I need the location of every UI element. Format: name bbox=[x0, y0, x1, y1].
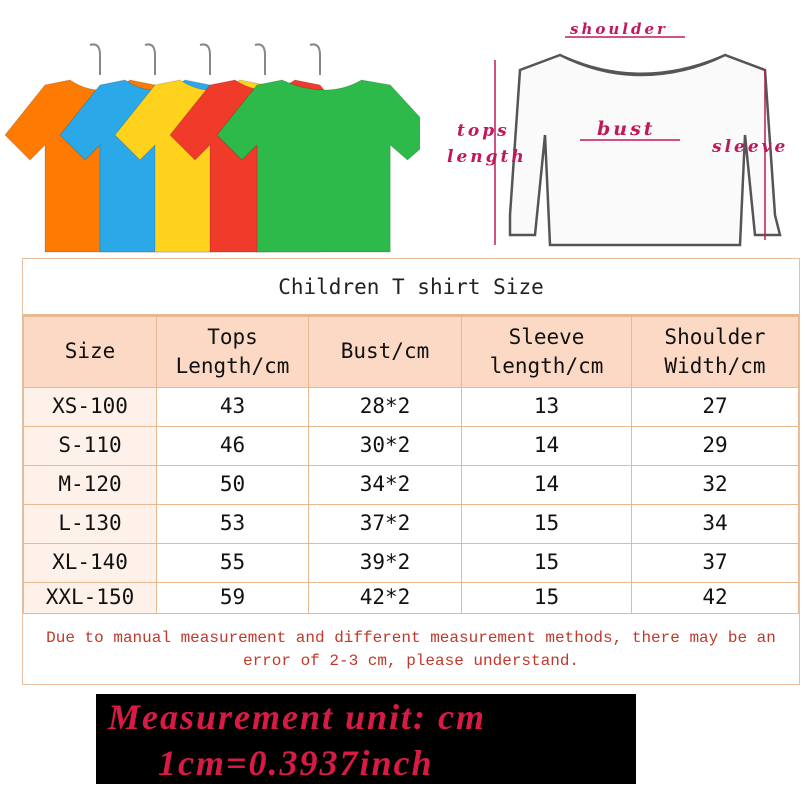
size-cell: XS-100 bbox=[23, 387, 157, 427]
value-cell: 59 bbox=[156, 582, 309, 614]
header-row: Size Tops Length/cm Bust/cm Sleeve length/cm S… bbox=[23, 316, 799, 388]
value-cell: 53 bbox=[156, 504, 309, 544]
table-row: XS-100 43 28*2 13 27 bbox=[23, 387, 799, 427]
column-header: Sleeve length/cm bbox=[461, 316, 632, 388]
value-cell: 30*2 bbox=[308, 426, 462, 466]
label-tops: tops bbox=[457, 121, 510, 141]
table-row: L-130 53 37*2 15 34 bbox=[23, 504, 799, 544]
label-bust: bust bbox=[597, 118, 656, 140]
value-cell: 29 bbox=[631, 426, 799, 466]
value-cell: 39*2 bbox=[308, 543, 462, 583]
column-header: Size bbox=[23, 316, 157, 388]
value-cell: 43 bbox=[156, 387, 309, 427]
size-chart-title: Children T shirt Size bbox=[23, 259, 799, 316]
size-cell: XXL-150 bbox=[23, 582, 157, 614]
column-header-line: Sleeve bbox=[508, 324, 585, 349]
value-cell: 27 bbox=[631, 387, 799, 427]
value-cell: 37*2 bbox=[308, 504, 462, 544]
size-cell: M-120 bbox=[23, 465, 157, 505]
value-cell: 55 bbox=[156, 543, 309, 583]
value-cell: 15 bbox=[461, 504, 632, 544]
tshirt bbox=[216, 43, 420, 253]
value-cell: 14 bbox=[461, 426, 632, 466]
table-row: XL-140 55 39*2 15 37 bbox=[23, 543, 799, 583]
label-shoulder: shoulder bbox=[570, 20, 668, 38]
column-header-line: length/cm bbox=[489, 354, 604, 378]
column-header-line: Length/cm bbox=[175, 354, 290, 378]
column-header-line: Width/cm bbox=[664, 354, 766, 378]
unit-line-1: Measurement unit: cm bbox=[108, 697, 487, 737]
table-row: M-120 50 34*2 14 32 bbox=[23, 465, 799, 505]
column-header-line: Bust/cm bbox=[340, 339, 430, 364]
table-row: XXL-150 59 42*2 15 42 bbox=[23, 582, 799, 614]
column-header-line: Shoulder bbox=[664, 324, 766, 349]
column-header: Shoulder Width/cm bbox=[631, 316, 799, 388]
value-cell: 28*2 bbox=[308, 387, 462, 427]
size-cell: S-110 bbox=[23, 426, 157, 466]
size-cell: L-130 bbox=[23, 504, 157, 544]
size-table: Size Tops Length/cm Bust/cm Sleeve length/cm S… bbox=[23, 316, 799, 614]
value-cell: 42 bbox=[631, 582, 799, 614]
measurement-note: Due to manual measurement and different … bbox=[46, 628, 776, 670]
value-cell: 15 bbox=[461, 543, 632, 583]
size-cell: XL-140 bbox=[23, 543, 157, 583]
value-cell: 50 bbox=[156, 465, 309, 505]
value-cell: 37 bbox=[631, 543, 799, 583]
value-cell: 32 bbox=[631, 465, 799, 505]
unit-line-2: 1cm=0.3937inch bbox=[158, 743, 434, 783]
size-chart: Children T shirt Size Size Tops Length/cm B… bbox=[22, 258, 800, 685]
tshirts-image bbox=[4, 43, 420, 253]
label-length: length bbox=[447, 147, 527, 167]
value-cell: 14 bbox=[461, 465, 632, 505]
value-cell: 46 bbox=[156, 426, 309, 466]
column-header-line: Tops bbox=[207, 324, 258, 349]
value-cell: 42*2 bbox=[308, 582, 462, 614]
value-cell: 13 bbox=[461, 387, 632, 427]
unit-banner: Measurement unit: cm 1cm=0.3937inch bbox=[96, 694, 636, 784]
value-cell: 34 bbox=[631, 504, 799, 544]
column-header-line: Size bbox=[64, 339, 116, 364]
value-cell: 15 bbox=[461, 582, 632, 614]
value-cell: 34*2 bbox=[308, 465, 462, 505]
measurement-diagram: shoulder tops length bust sleeve bbox=[440, 15, 805, 260]
label-sleeve: sleeve bbox=[712, 137, 789, 157]
column-header: Bust/cm bbox=[308, 316, 462, 388]
table-row: S-110 46 30*2 14 29 bbox=[23, 426, 799, 466]
column-header: Tops Length/cm bbox=[156, 316, 309, 388]
sweater-outline bbox=[494, 36, 782, 247]
